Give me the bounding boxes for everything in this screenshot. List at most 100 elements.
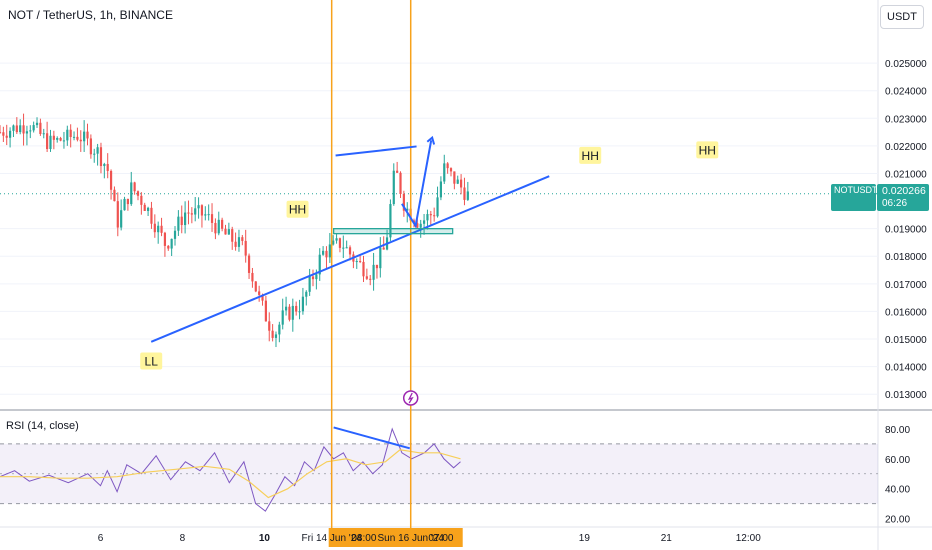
candle-body <box>143 204 146 211</box>
candle-body <box>359 261 362 263</box>
rsi-axis: 80.00 60.00 40.00 20.00 <box>885 425 910 526</box>
rsi-tick-label: 20.00 <box>885 515 910 526</box>
candle-body <box>200 205 204 216</box>
candle-body <box>227 229 230 235</box>
chart-title: NOT / TetherUS, 1h, BINANCE <box>8 8 173 22</box>
candle-body <box>180 216 183 226</box>
candle-body <box>301 296 305 312</box>
price-tick-label: 0.014000 <box>885 363 927 374</box>
candle-body <box>335 238 338 241</box>
candle-body <box>46 133 49 150</box>
candle-body <box>322 250 325 255</box>
drawings-layer[interactable] <box>150 0 550 530</box>
candle-body <box>291 305 294 320</box>
candle-body <box>69 129 72 138</box>
candle-body <box>251 272 254 282</box>
candle-body <box>177 216 180 231</box>
candle-body <box>453 171 456 184</box>
rsi-divergence-line <box>333 426 410 450</box>
candle-body <box>456 179 459 184</box>
candle-body <box>436 197 439 217</box>
candle-body <box>402 193 405 211</box>
candle-body <box>231 229 234 242</box>
candle-body <box>56 137 59 140</box>
price-tick-label: 0.024000 <box>885 87 927 98</box>
candle-body <box>120 210 123 228</box>
price-axis: 0.025000 0.024000 0.023000 0.022000 0.021000… <box>885 59 927 401</box>
candle-body <box>284 306 288 311</box>
candle-body <box>72 136 76 138</box>
price-tick-label: 0.019000 <box>885 225 927 236</box>
candle-body <box>281 310 284 325</box>
candle-body <box>66 129 69 141</box>
candle-body <box>392 170 395 205</box>
candle-body <box>295 305 298 312</box>
candle-body <box>86 131 89 139</box>
candle-body <box>221 219 224 229</box>
candle-body <box>62 140 66 142</box>
candle-body <box>332 240 335 245</box>
time-range-highlight <box>328 528 463 547</box>
candle-body <box>52 135 55 140</box>
candle-body <box>308 276 311 292</box>
candle-body <box>264 300 267 322</box>
time-tick-label: 10 <box>259 533 271 544</box>
candle-body <box>19 125 22 133</box>
candle-body <box>15 125 18 133</box>
candle-body <box>426 214 429 221</box>
candle-body <box>237 237 241 247</box>
candle-body <box>140 195 143 205</box>
candle-body <box>204 214 207 216</box>
candle-body <box>194 208 197 215</box>
candle-body <box>0 132 2 134</box>
candle-body <box>234 241 237 247</box>
candle-body <box>157 225 160 233</box>
price-tick-label: 0.015000 <box>885 335 927 346</box>
candle-body <box>429 214 432 216</box>
rsi-indicator-label[interactable]: RSI (14, close) <box>6 420 79 432</box>
candle-body <box>345 247 348 249</box>
candle-body <box>126 198 129 205</box>
candle-body <box>258 291 261 295</box>
price-tick-label: 0.022000 <box>885 142 927 153</box>
time-tick-label: 8 <box>180 533 186 544</box>
candle-body <box>466 191 469 200</box>
upper-resistance-line <box>335 145 417 157</box>
candle-body <box>99 147 103 167</box>
candle-body <box>153 223 156 233</box>
candle-body <box>32 125 35 131</box>
highlight-time-label: Sun 16 Jun '24 <box>378 533 445 544</box>
candle-body <box>241 237 244 241</box>
candle-body <box>311 276 315 280</box>
candle-body <box>83 131 86 142</box>
arrow-head-icon <box>426 135 436 145</box>
candle-body <box>133 182 136 192</box>
candle-body <box>163 232 167 246</box>
annotation-badge <box>579 146 602 164</box>
price-tick-label: 0.025000 <box>885 59 927 70</box>
currency-button[interactable]: USDT <box>880 5 924 29</box>
time-tick-label: 6 <box>98 533 104 544</box>
candle-body <box>136 191 140 196</box>
candle-body <box>433 215 436 217</box>
bar-countdown: 06:26 <box>882 198 908 209</box>
candle-body <box>439 181 443 198</box>
candle-body <box>379 247 382 269</box>
lightning-glyph <box>407 392 414 404</box>
highlight-time-label: Fri 14 Jun '24 <box>302 533 363 544</box>
price-tick-label: 0.013000 <box>885 390 927 401</box>
rsi-line <box>0 427 461 512</box>
time-tick-label: 12:00 <box>736 533 761 544</box>
candle-body <box>318 254 321 275</box>
candle-body <box>214 222 217 234</box>
candle-body <box>49 135 52 150</box>
candle-body <box>261 294 264 301</box>
candle-body <box>160 225 163 233</box>
candle-body <box>443 163 446 182</box>
annotation-badge <box>286 200 309 218</box>
candle-body <box>113 189 116 202</box>
support-zone-box <box>332 228 454 235</box>
candle-body <box>365 276 368 279</box>
